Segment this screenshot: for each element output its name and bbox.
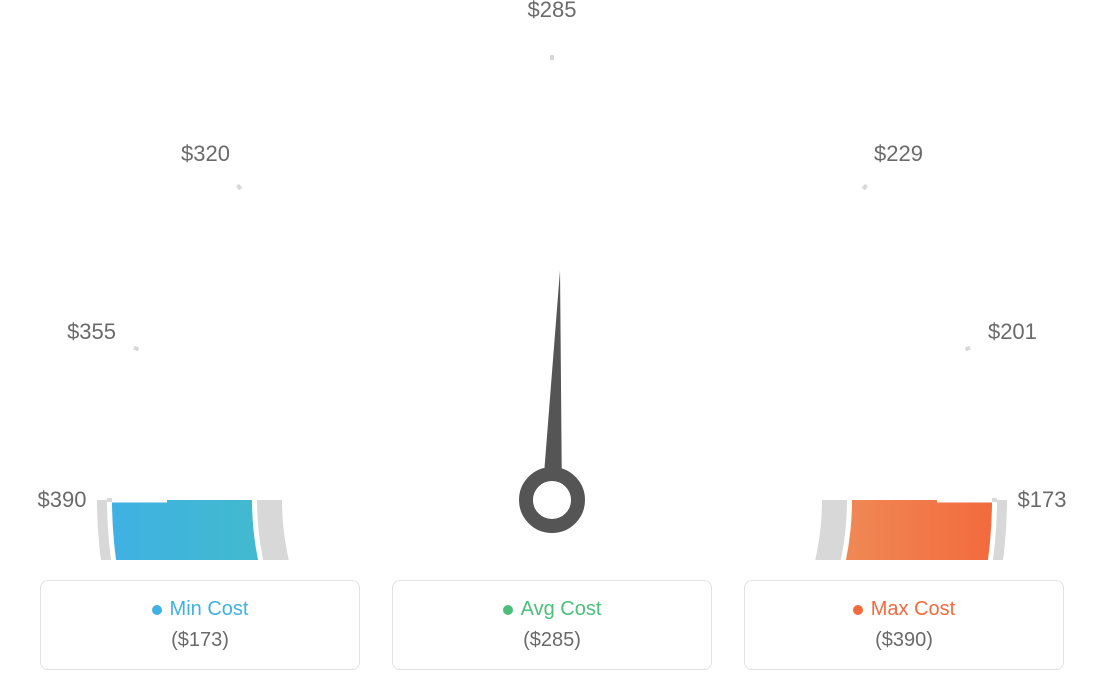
- legend-row: Min Cost ($173) Avg Cost ($285) Max Cost…: [0, 580, 1104, 670]
- gauge-tick-label: $320: [181, 141, 230, 167]
- legend-dot-max: [853, 605, 863, 615]
- gauge-tick-label: $355: [67, 319, 116, 345]
- legend-title-avg-text: Avg Cost: [521, 598, 602, 621]
- gauge-tick-label: $285: [528, 0, 577, 23]
- legend-value-max: ($390): [875, 629, 933, 652]
- legend-card-avg: Avg Cost ($285): [392, 580, 712, 670]
- legend-title-avg: Avg Cost: [503, 598, 602, 621]
- legend-title-max: Max Cost: [853, 598, 955, 621]
- legend-value-avg: ($285): [523, 629, 581, 652]
- legend-card-min: Min Cost ($173): [40, 580, 360, 670]
- legend-title-min-text: Min Cost: [170, 598, 249, 621]
- legend-title-min: Min Cost: [152, 598, 249, 621]
- legend-dot-avg: [503, 605, 513, 615]
- legend-value-min: ($173): [171, 629, 229, 652]
- legend-dot-min: [152, 605, 162, 615]
- gauge-tick-label: $201: [988, 319, 1037, 345]
- gauge-tick-label: $390: [38, 487, 87, 513]
- gauge-svg: [0, 0, 1104, 560]
- gauge-tick-label: $229: [874, 141, 923, 167]
- gauge-tick-label: $173: [1018, 487, 1067, 513]
- gauge-chart: $173 $201 $229 $285 $320 $355 $390: [0, 0, 1104, 560]
- legend-title-max-text: Max Cost: [871, 598, 955, 621]
- legend-card-max: Max Cost ($390): [744, 580, 1064, 670]
